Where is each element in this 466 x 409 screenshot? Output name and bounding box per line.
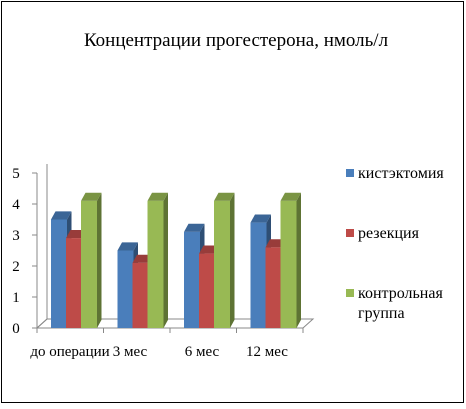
legend-swatch bbox=[346, 169, 354, 177]
bar-top bbox=[147, 192, 168, 201]
y-tick-label: 5 bbox=[12, 166, 20, 182]
x-tick-label: 6 мес bbox=[185, 344, 220, 360]
legend-swatch bbox=[346, 229, 354, 237]
y-tick-label: 1 bbox=[12, 290, 20, 306]
bar-side bbox=[163, 192, 168, 328]
legend: кистэктомия резекция контрольная группа bbox=[346, 165, 444, 322]
bar-front bbox=[81, 200, 97, 328]
bar bbox=[147, 192, 168, 328]
bar-front bbox=[66, 238, 82, 328]
bars bbox=[51, 192, 301, 328]
bar-front bbox=[250, 222, 267, 328]
bar bbox=[214, 192, 235, 328]
axis-labels: 0 1 2 3 4 5 до операции 3 мес 6 мес 12 мес bbox=[12, 166, 288, 360]
bar-top bbox=[184, 223, 205, 232]
bar-top bbox=[280, 192, 301, 201]
bar-top bbox=[117, 242, 138, 251]
legend-label: контрольная группа bbox=[358, 285, 443, 322]
bar-chart: Концентрации прогестерона, нмоль/л 0 1 2 3 4… bbox=[12, 30, 444, 360]
legend-label: резекция bbox=[358, 225, 420, 242]
bar-front bbox=[184, 231, 200, 328]
x-tick-label: 12 мес bbox=[246, 344, 288, 360]
chart-frame: Концентрации прогестерона, нмоль/л 0 1 2 3 4… bbox=[1, 1, 464, 403]
chart-title: Концентрации прогестерона, нмоль/л bbox=[84, 30, 389, 51]
legend-swatch bbox=[346, 289, 354, 297]
bar-front bbox=[280, 200, 297, 328]
x-tick-label: до операции bbox=[30, 344, 109, 360]
bar-front bbox=[147, 200, 164, 328]
y-tick-label: 2 bbox=[12, 259, 20, 275]
bar-top bbox=[81, 192, 102, 201]
bar-side bbox=[230, 192, 235, 328]
x-tick-label: 3 мес bbox=[113, 344, 148, 360]
bar-front bbox=[51, 219, 67, 328]
bar-top bbox=[51, 211, 72, 220]
bar-front bbox=[214, 200, 230, 328]
back-wall-edge bbox=[36, 164, 48, 329]
bar-top bbox=[250, 214, 271, 223]
legend-label: кистэктомия bbox=[358, 165, 444, 182]
bar-top bbox=[214, 192, 235, 201]
bar bbox=[280, 192, 301, 328]
bar-front bbox=[132, 262, 149, 328]
y-tick-label: 3 bbox=[12, 228, 20, 244]
y-tick-label: 0 bbox=[12, 321, 20, 337]
bar-side bbox=[296, 192, 301, 328]
bar-side bbox=[97, 192, 102, 328]
bar-front bbox=[265, 247, 282, 328]
bar-front bbox=[117, 250, 134, 328]
bar-front bbox=[199, 253, 215, 328]
y-tick-label: 4 bbox=[12, 197, 20, 213]
bar bbox=[81, 192, 102, 328]
